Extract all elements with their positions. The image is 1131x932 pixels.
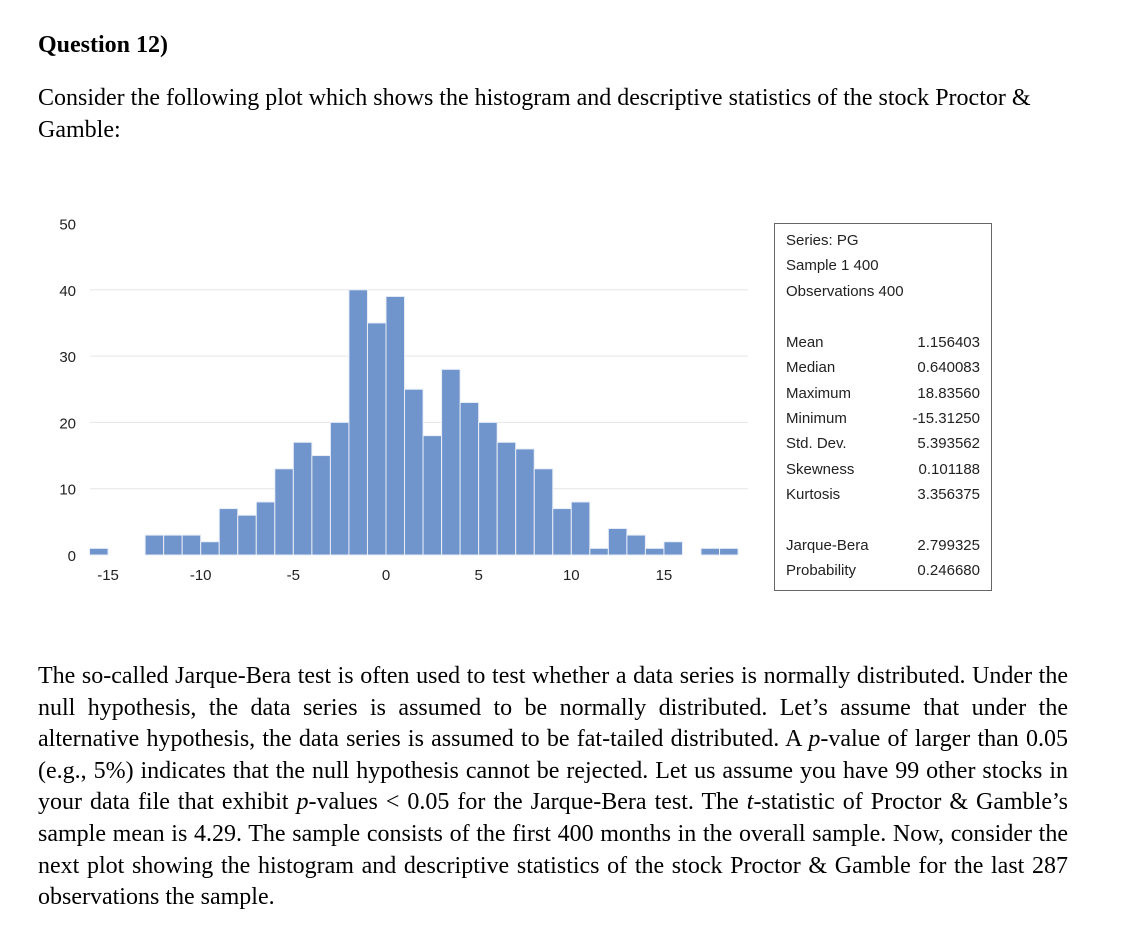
histogram-bar [348, 289, 368, 556]
stat-row-minimum: Minimum -15.31250 [786, 410, 980, 427]
histogram-bar [478, 421, 498, 556]
stat-row-probability: Probability 0.246680 [786, 562, 980, 579]
y-tick-label: 30 [59, 349, 76, 366]
x-tick-label: 10 [563, 567, 580, 584]
histogram-bar [496, 441, 517, 556]
stat-row-skewness: Skewness 0.101188 [786, 461, 980, 478]
histogram-bar [422, 435, 443, 556]
histogram-chart: 0 10 20 30 40 50 -15 -10 -5 0 5 10 15 [59, 217, 748, 584]
histogram-bar [329, 421, 350, 556]
x-tick-label: 15 [656, 567, 673, 584]
histogram-bar [700, 547, 721, 556]
stat-row-median: Median 0.640083 [786, 359, 980, 376]
x-tick-label: -5 [287, 567, 300, 584]
y-tick-label: 20 [59, 415, 76, 432]
histogram-bar [719, 547, 739, 556]
histogram-bar [663, 541, 683, 556]
stat-row-maximum: Maximum 18.83560 [786, 385, 980, 402]
histogram-bar [570, 501, 591, 556]
histogram-bar [459, 402, 480, 556]
histogram-bar [607, 527, 628, 556]
x-tick-label: 5 [474, 567, 482, 584]
y-tick-label: 0 [68, 548, 76, 565]
stat-row-jarque-bera: Jarque-Bera 2.799325 [786, 537, 980, 554]
stat-row-std-dev: Std. Dev. 5.393562 [786, 435, 980, 452]
stat-row-mean: Mean 1.156403 [786, 334, 980, 351]
histogram-bar [163, 534, 183, 556]
histogram-bar [292, 441, 313, 556]
x-tick-label: 0 [382, 567, 390, 584]
histogram-bar [515, 448, 535, 556]
histogram-bar [255, 501, 276, 556]
intro-paragraph: Consider the following plot which shows … [38, 85, 1031, 143]
stats-observations: Observations 400 [786, 283, 904, 300]
histogram-bar [311, 455, 331, 556]
histogram-bar [181, 534, 202, 556]
x-tick-label: -15 [97, 567, 119, 584]
histogram-bar [200, 541, 220, 556]
histogram-bar [274, 468, 294, 556]
histogram-bar [626, 534, 646, 556]
histogram-bar [533, 468, 554, 556]
y-tick-label: 10 [59, 482, 76, 499]
stat-row-kurtosis: Kurtosis 3.356375 [786, 486, 980, 503]
stats-series: Series: PG [786, 232, 859, 249]
histogram-bar [144, 534, 165, 556]
histogram-bar [552, 508, 572, 556]
histogram-bar [441, 368, 461, 556]
histogram-bar [404, 388, 424, 556]
histogram-bar [644, 547, 665, 556]
histogram-bar [218, 508, 239, 556]
histogram-bar [589, 547, 609, 556]
histogram-bar [385, 295, 406, 556]
body-paragraph: The so-called Jarque-Bera test is often … [38, 663, 1069, 911]
y-tick-label: 40 [59, 283, 76, 300]
question-heading: Question 12) [38, 32, 169, 58]
x-tick-label: -10 [190, 567, 212, 584]
y-tick-label: 50 [59, 217, 76, 234]
histogram-bar [237, 514, 257, 556]
histogram-bar [366, 322, 387, 556]
histogram-bar [89, 547, 109, 556]
descriptive-stats-box: Series: PG Sample 1 400 Observations 400… [774, 223, 992, 591]
stats-sample: Sample 1 400 [786, 257, 879, 274]
